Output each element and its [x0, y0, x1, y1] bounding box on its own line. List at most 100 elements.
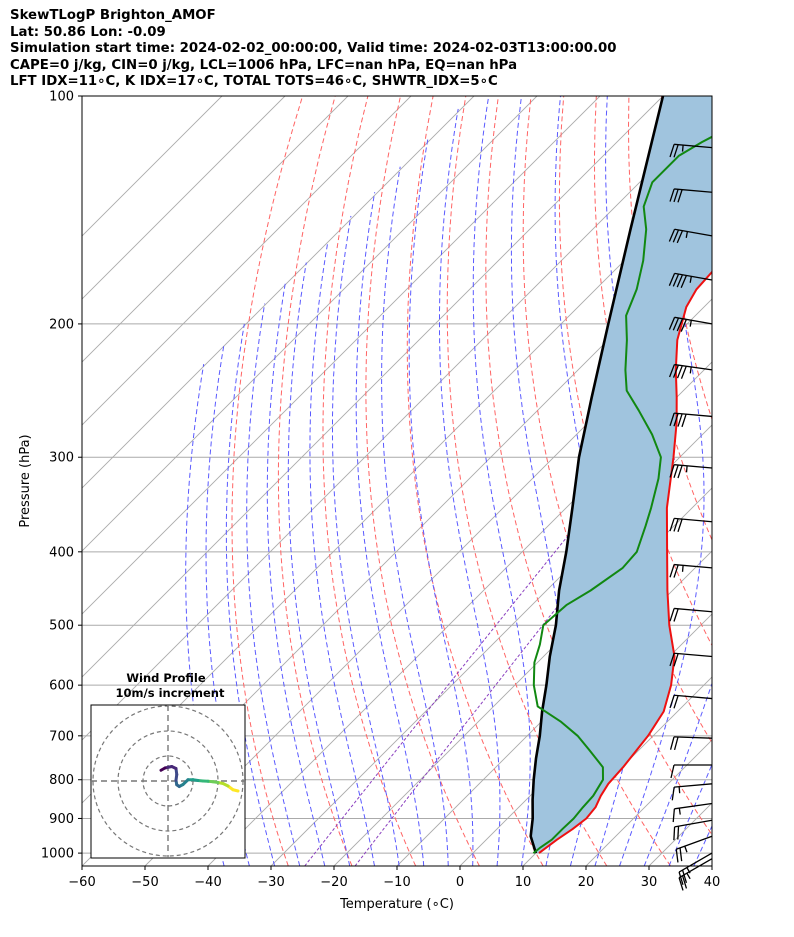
wind-barb: [669, 412, 713, 428]
barb-feather: [673, 608, 679, 622]
barb-staff: [674, 783, 713, 788]
dry-adiabat-line: [446, 96, 608, 866]
barb-feather: [672, 808, 676, 823]
dry-adiabat-line: [727, 96, 794, 866]
y-tick-label: 100: [49, 90, 74, 105]
dry-adiabat-line: [406, 96, 544, 866]
barb-feather: [677, 826, 680, 840]
barb-feather: [677, 413, 683, 427]
barb-feather: [669, 412, 675, 427]
wind-barb: [670, 764, 712, 779]
barb-staff: [674, 412, 713, 418]
barb-feather: [669, 608, 675, 622]
moist-adiabat-line: [381, 166, 449, 866]
barb-staff: [674, 694, 713, 700]
x-tick-label: 20: [578, 875, 595, 890]
barb-staff: [674, 563, 713, 569]
parcel-temperature-fill: [530, 96, 712, 854]
isotherm-line: [82, 96, 538, 552]
barb-half-feather: [685, 231, 689, 239]
barb-feather: [678, 877, 684, 891]
barb-feather: [670, 764, 675, 779]
barb-feather: [680, 319, 687, 332]
x-tick-label: 40: [704, 875, 721, 890]
barb-feather: [673, 695, 679, 709]
isotherm-line: [82, 96, 349, 363]
x-tick-label: 10: [515, 875, 532, 890]
wind-barb: [678, 858, 713, 891]
wind-barb: [673, 819, 713, 841]
chart-title: SkewTLogP Brighton_AMOF: [10, 8, 216, 23]
wind-barb: [678, 852, 713, 886]
wind-barb: [669, 188, 713, 203]
wind-barb: [669, 143, 713, 158]
barb-half-feather: [678, 786, 681, 794]
moist-adiabat-line: [246, 303, 301, 866]
barb-half-feather: [689, 366, 692, 374]
y-tick-label: 400: [49, 545, 74, 560]
barb-feather: [673, 144, 679, 158]
dewpoint-line: [532, 135, 712, 854]
barb-half-feather: [689, 320, 692, 327]
barb-staff: [674, 363, 713, 371]
moist-adiabat-line: [510, 96, 565, 866]
y-tick-label: 1000: [41, 847, 74, 862]
profile-lines: [529, 96, 712, 854]
x-tick-label: −60: [68, 875, 95, 890]
moist-adiabat-line: [619, 96, 705, 866]
hodograph-inset: Wind Profile 10m/s increment: [90, 671, 246, 859]
moist-adiabat-line: [309, 242, 375, 866]
dry-adiabat-line: [322, 96, 417, 866]
barb-feather: [681, 869, 688, 884]
barb-feather: [673, 653, 679, 667]
temperature-line: [538, 270, 712, 854]
dry-adiabat-line: [759, 96, 794, 866]
y-tick-label: 600: [49, 679, 74, 694]
barb-feather: [668, 273, 676, 286]
barb-feather: [668, 364, 675, 378]
barb-staff: [674, 464, 713, 469]
wind-barb: [668, 228, 713, 244]
barb-half-feather: [686, 867, 691, 874]
wind-barbs: [668, 143, 713, 891]
wind-barb: [671, 783, 713, 801]
barb-feather: [669, 653, 675, 667]
barb-feather: [669, 188, 675, 202]
wind-barb: [672, 802, 713, 823]
wind-barb: [669, 736, 713, 751]
barb-staff: [674, 652, 713, 658]
moist-adiabat-line: [287, 262, 351, 866]
wind-barb: [668, 316, 713, 332]
barb-feather: [669, 564, 675, 578]
wind-barb: [669, 694, 713, 709]
barb-feather: [673, 564, 679, 578]
barb-feather: [669, 736, 675, 750]
barb-half-feather: [681, 565, 684, 572]
barb-feather: [673, 736, 679, 751]
dry-adiabat-line: [365, 96, 480, 866]
barb-staff: [674, 802, 713, 810]
wind-barb: [669, 464, 713, 479]
isotherm-line: [144, 298, 712, 866]
barb-feather: [669, 518, 675, 532]
isotherm-line: [82, 96, 286, 300]
wind-barb: [668, 363, 713, 379]
barb-feather: [681, 413, 687, 428]
location-line: Lat: 50.86 Lon: -0.09: [10, 24, 166, 40]
barb-feather: [676, 274, 684, 288]
parcel-line: [529, 96, 665, 854]
wind-barb: [669, 517, 713, 532]
isotherm-line: [82, 96, 601, 615]
barb-staff: [674, 517, 713, 523]
barb-feather: [676, 365, 683, 379]
barb-staff: [678, 858, 713, 879]
barb-feather: [677, 518, 683, 532]
isotherm-line: [522, 676, 712, 866]
moist-adiabat-line: [472, 96, 531, 866]
moist-adiabat-line: [668, 763, 712, 866]
isotherm-line: [270, 424, 712, 866]
moist-adiabat-line: [332, 215, 400, 866]
barb-half-feather: [681, 145, 684, 152]
x-tick-label: −10: [383, 875, 410, 890]
